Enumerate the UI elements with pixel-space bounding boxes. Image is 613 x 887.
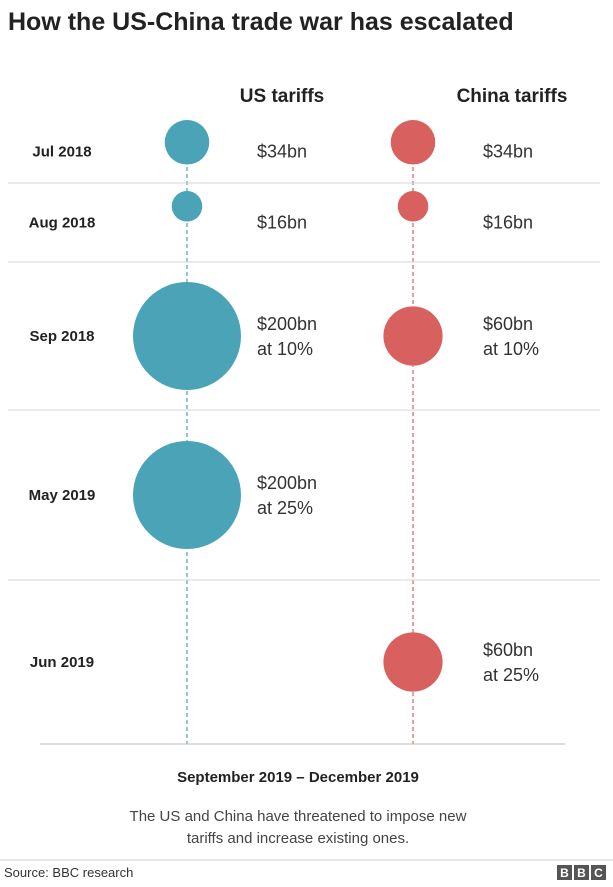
row-1: Aug 2018 $16bn $16bn [8, 182, 600, 233]
us-bubble [171, 191, 203, 222]
us-value-label: $200bn [257, 473, 317, 493]
chart-title: How the US-China trade war has escalated [8, 8, 514, 36]
column-header-us: US tariffs [240, 86, 324, 107]
us-value-label: $16bn [257, 213, 307, 233]
china-value-label: $60bn [483, 640, 533, 660]
china-value-label: $60bn [483, 314, 533, 334]
row-label: Aug 2018 [29, 215, 96, 232]
row-label: Jun 2019 [30, 654, 94, 671]
source-label: Source: BBC research [4, 865, 133, 880]
us-value-label: $34bn [257, 142, 307, 162]
china-bubble [383, 632, 443, 692]
footer-note-line-1: The US and China have threatened to impo… [130, 808, 467, 825]
china-bubble [383, 306, 443, 366]
china-value-label: $34bn [483, 142, 533, 162]
timeline-rows: Jul 2018 $34bn $34bn Aug 2018 $16bn $16bn Sep … [8, 120, 600, 692]
svg-text:B: B [577, 866, 586, 880]
row-label: Jul 2018 [32, 144, 91, 161]
row-0: Jul 2018 $34bn $34bn [32, 120, 533, 165]
row-label: May 2019 [29, 487, 96, 504]
row-2: Sep 2018 $200bn at 10% $60bn at 10% [8, 261, 600, 390]
china-value-label: $16bn [483, 213, 533, 233]
footer-note-line-2: tariffs and increase existing ones. [187, 830, 409, 847]
footer-period: September 2019 – December 2019 [177, 769, 419, 786]
us-bubble [133, 282, 241, 390]
china-value-label: at 25% [483, 665, 539, 685]
china-bubble [397, 191, 429, 222]
us-value-label: $200bn [257, 314, 317, 334]
china-value-label: at 10% [483, 339, 539, 359]
china-bubble [390, 120, 436, 165]
svg-text:C: C [594, 866, 603, 880]
row-label: Sep 2018 [29, 328, 94, 345]
row-3: May 2019 $200bn at 25% [8, 409, 600, 549]
us-value-label: at 25% [257, 498, 313, 518]
guide-lines [186, 160, 414, 744]
us-bubble [133, 441, 241, 549]
row-4: Jun 2019 $60bn at 25% [8, 579, 600, 692]
us-value-label: at 10% [257, 339, 313, 359]
bbc-logo: B B C [557, 865, 606, 880]
svg-text:B: B [560, 866, 569, 880]
us-bubble [164, 120, 210, 165]
column-header-china: China tariffs [457, 86, 568, 107]
